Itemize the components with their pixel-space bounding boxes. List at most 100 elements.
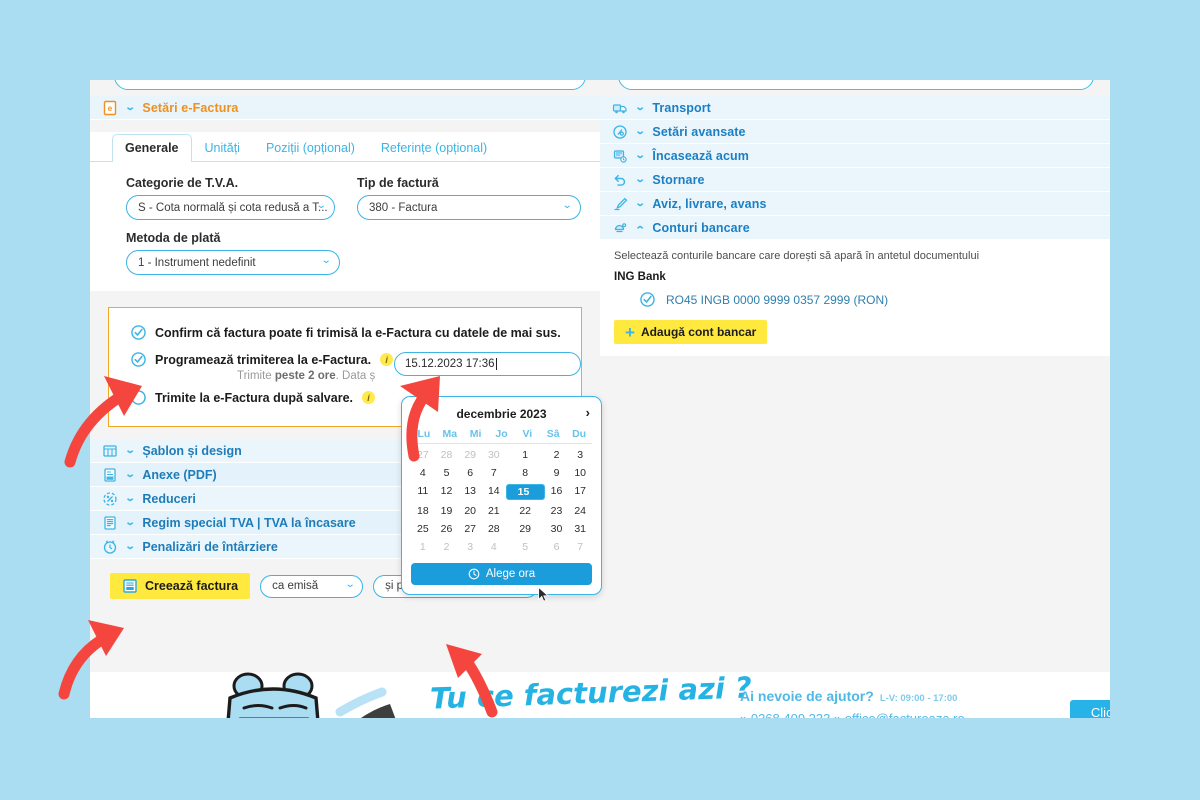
calendar-day[interactable]: 4 [419, 467, 426, 479]
schedule-checkbox-row[interactable]: Programează trimiterea la e-Factura. i [131, 352, 394, 367]
chevron-down-icon: ⌄ [124, 540, 136, 552]
calendar-day[interactable]: 27 [416, 449, 429, 461]
tip-factura-value: 380 - Factura [369, 201, 438, 214]
calendar-day[interactable]: 30 [487, 449, 500, 461]
calendar-day-grid[interactable]: 27 28 29 30 1 2 3 4 5 6 7 8 9 10 11 12 13 14 15 16 17 18 19 20 2… [411, 446, 592, 556]
calendar-day[interactable]: 1 [419, 541, 426, 553]
categorie-tva-dropdown[interactable]: S - Cota normală și cota redusă a T... ⌄ [126, 195, 335, 220]
section-row-stornare[interactable]: ⌄ Stornare [600, 168, 1110, 192]
calendar-weekday-row: Lu Ma Mi Jo Vi Sâ Du [411, 428, 592, 440]
section-row-setari-avansate[interactable]: ⌄ Setări avansate [600, 120, 1110, 144]
truck-icon [612, 103, 627, 113]
tab-unitati[interactable]: Unități [204, 141, 240, 155]
calendar-day[interactable]: 13 [464, 485, 476, 497]
metoda-plata-dropdown[interactable]: 1 - Instrument nedefinit ⌄ [126, 250, 340, 275]
collect-now-icon [613, 149, 627, 163]
calendar-day[interactable]: 3 [467, 541, 474, 553]
section-row-aviz-livrare[interactable]: ⌄ Aviz, livrare, avans [600, 192, 1110, 216]
section-row-transport[interactable]: ⌄ Transport [600, 96, 1110, 120]
calendar-day[interactable]: 12 [440, 485, 453, 497]
calendar-day[interactable]: 22 [519, 505, 531, 517]
hint-bold: peste 2 ore [274, 370, 336, 382]
calendar-day[interactable]: 28 [440, 449, 453, 461]
calendar-day-selected[interactable]: 15 [505, 484, 545, 500]
issue-state-dropdown[interactable]: ca emisă ⌄ [260, 574, 364, 598]
weekday-label: Mi [469, 428, 482, 440]
cutoff-input-left[interactable] [114, 80, 586, 90]
chevron-down-icon: ⌄ [634, 197, 646, 209]
next-month-icon[interactable]: › [585, 405, 590, 420]
calendar-day[interactable]: 18 [416, 505, 429, 517]
create-invoice-button[interactable]: Creează factura [110, 573, 251, 599]
chevron-down-icon: ⌄ [561, 200, 573, 211]
calendar-day[interactable]: 4 [490, 541, 497, 553]
footer-help-hours: L-V: 09:00 - 17:00 [879, 693, 958, 704]
calendar-day[interactable]: 27 [464, 523, 476, 535]
calendar-day[interactable]: 30 [550, 523, 563, 535]
calendar-day[interactable]: 8 [522, 467, 529, 479]
calendar-day[interactable]: 7 [577, 541, 584, 553]
calendar-day[interactable]: 19 [440, 505, 453, 517]
calendar-day[interactable]: 2 [443, 541, 450, 553]
calendar-day[interactable]: 2 [553, 449, 560, 461]
calendar-day[interactable]: 9 [553, 467, 560, 479]
calendar-day[interactable]: 3 [577, 449, 584, 461]
add-bank-account-button[interactable]: + Adaugă cont bancar [614, 320, 768, 344]
tab-pozitii[interactable]: Poziții (opțional) [265, 141, 355, 155]
mouse-cursor-icon [538, 587, 549, 602]
calendar-day[interactable]: 16 [550, 485, 563, 497]
tab-referinte[interactable]: Referințe (opțional) [380, 141, 488, 155]
schedule-datetime-input[interactable]: 15.12.2023 17:36 [394, 352, 581, 376]
penalty-clock-icon [103, 539, 117, 554]
calendar-day[interactable]: 5 [522, 541, 529, 553]
pdf-icon [104, 467, 116, 482]
chevron-down-icon: ⌄ [634, 173, 646, 185]
add-bank-account-label: Adaugă cont bancar [640, 325, 757, 339]
calendar-day[interactable]: 29 [464, 449, 476, 461]
weekday-label: Ma [442, 428, 458, 440]
choose-time-label: Alege ora [485, 568, 536, 580]
calendar-day[interactable]: 10 [574, 467, 586, 479]
weekday-label: Vi [522, 428, 533, 440]
calendar-day[interactable]: 17 [574, 485, 586, 497]
tab-generale[interactable]: Generale [112, 134, 192, 162]
section-label: Anexe (PDF) [142, 467, 217, 482]
calendar-day[interactable]: 24 [574, 505, 586, 517]
calendar-day[interactable]: 28 [487, 523, 500, 535]
calendar-day[interactable]: 23 [550, 505, 563, 517]
chevron-down-icon: ⌄ [320, 255, 332, 266]
create-invoice-label: Creează factura [145, 579, 239, 593]
calendar-day[interactable]: 21 [487, 505, 500, 517]
calendar-day[interactable]: 1 [522, 449, 529, 461]
discount-percent-icon [103, 491, 117, 506]
calendar-day[interactable]: 29 [519, 523, 531, 535]
choose-time-button[interactable]: Alege ora [411, 563, 592, 585]
schedule-datetime-value: 15.12.2023 17:36 [405, 358, 495, 370]
section-header-setari-efactura[interactable]: e ⌄ Setări e-Factura [90, 96, 600, 120]
info-icon[interactable]: i [380, 353, 394, 366]
calendar-day[interactable]: 6 [553, 541, 560, 553]
calendar-divider [411, 443, 592, 444]
calendar-day[interactable]: 5 [443, 467, 450, 479]
chevron-down-icon: ⌄ [344, 578, 356, 590]
calendar-day[interactable]: 25 [416, 523, 429, 535]
calendar-day[interactable]: 7 [490, 467, 497, 479]
calendar-day[interactable]: 11 [417, 485, 429, 497]
calendar-day[interactable]: 14 [487, 485, 500, 497]
section-row-conturi-bancare[interactable]: ⌄ Conturi bancare [600, 216, 1110, 240]
weekday-label: Lu [417, 428, 431, 440]
tip-factura-dropdown[interactable]: 380 - Factura ⌄ [357, 195, 581, 220]
right-section-list: ⌄ Transport ⌄ Setări avansate [600, 96, 1110, 240]
calendar-day[interactable]: 20 [464, 505, 476, 517]
calendar-day[interactable]: 6 [467, 467, 474, 479]
calendar-day[interactable]: 26 [440, 523, 453, 535]
calendar-day[interactable]: 31 [574, 523, 586, 535]
cutoff-input-right[interactable] [618, 80, 1094, 90]
datepicker-popup[interactable]: decembrie 2023 › Lu Ma Mi Jo Vi Sâ Du 27… [401, 396, 602, 602]
confirm-checkbox-row[interactable]: Confirm că factura poate fi trimisă la e… [131, 325, 561, 340]
chevron-down-icon: ⌄ [634, 149, 646, 161]
info-icon[interactable]: i [362, 391, 375, 404]
bank-account-row[interactable]: RO45 INGB 0000 9999 0357 2999 (RON) [640, 292, 1096, 307]
send-after-save-radio-row[interactable]: Trimite la e-Factura după salvare. i [131, 390, 375, 405]
section-row-incaseaza-acum[interactable]: ⌄ Încasează acum [600, 144, 1110, 168]
